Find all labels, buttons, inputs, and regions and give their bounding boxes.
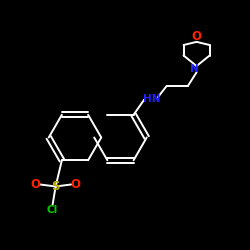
Text: O: O (31, 178, 41, 191)
Text: O: O (70, 178, 80, 191)
Text: O: O (192, 30, 202, 43)
Text: Cl: Cl (47, 205, 58, 215)
Text: S: S (52, 180, 60, 193)
Text: HN: HN (143, 94, 160, 104)
Text: N: N (190, 64, 199, 74)
